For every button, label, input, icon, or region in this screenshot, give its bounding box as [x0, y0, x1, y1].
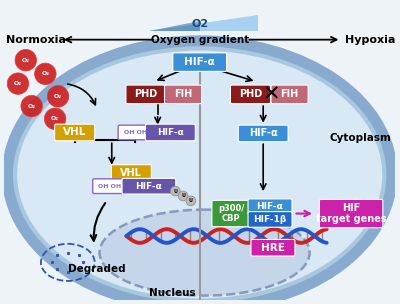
Text: Normoxia: Normoxia — [6, 35, 66, 45]
Text: HIF-α: HIF-α — [157, 128, 184, 137]
Circle shape — [170, 186, 180, 196]
FancyBboxPatch shape — [146, 124, 195, 141]
Text: O₂: O₂ — [54, 94, 62, 99]
Text: U: U — [173, 188, 177, 194]
Circle shape — [178, 191, 188, 201]
Text: Degraded: Degraded — [68, 264, 126, 274]
Ellipse shape — [100, 210, 310, 295]
FancyBboxPatch shape — [251, 240, 295, 256]
FancyBboxPatch shape — [122, 178, 176, 194]
FancyBboxPatch shape — [173, 53, 226, 71]
Text: Nucleus: Nucleus — [149, 288, 196, 298]
Text: FIH: FIH — [174, 89, 192, 99]
Text: HIF-α: HIF-α — [136, 182, 162, 191]
FancyBboxPatch shape — [271, 85, 308, 104]
FancyBboxPatch shape — [55, 124, 95, 141]
Polygon shape — [149, 21, 200, 31]
Text: O2: O2 — [191, 19, 208, 29]
Ellipse shape — [15, 48, 384, 300]
Circle shape — [47, 85, 69, 107]
Text: Oxygen gradient: Oxygen gradient — [150, 35, 249, 45]
Text: O₂: O₂ — [41, 71, 49, 76]
Text: VHL: VHL — [63, 127, 86, 137]
Text: U: U — [181, 193, 185, 199]
Text: O₂: O₂ — [14, 81, 22, 86]
Text: O₂: O₂ — [22, 58, 30, 63]
FancyBboxPatch shape — [248, 212, 292, 227]
Text: PHD: PHD — [239, 89, 262, 99]
FancyBboxPatch shape — [319, 199, 383, 228]
Circle shape — [21, 95, 42, 117]
Text: OH OH: OH OH — [124, 130, 147, 135]
Text: HIF
target genes: HIF target genes — [316, 203, 386, 224]
Text: HIF-α: HIF-α — [184, 57, 215, 67]
Text: Hypoxia: Hypoxia — [346, 35, 396, 45]
Text: U: U — [189, 198, 193, 203]
FancyBboxPatch shape — [126, 85, 166, 104]
Text: HIF-α: HIF-α — [249, 128, 278, 138]
Text: FIH: FIH — [280, 89, 299, 99]
FancyBboxPatch shape — [111, 165, 151, 180]
FancyBboxPatch shape — [248, 199, 292, 215]
FancyBboxPatch shape — [93, 179, 127, 194]
Polygon shape — [149, 15, 258, 31]
Circle shape — [15, 50, 36, 71]
FancyBboxPatch shape — [230, 85, 270, 104]
Text: OH OH: OH OH — [98, 184, 121, 189]
Text: HIF-α: HIF-α — [256, 202, 284, 211]
Text: p300/
CBP: p300/ CBP — [218, 204, 244, 223]
Circle shape — [7, 73, 29, 94]
Text: VHL: VHL — [120, 168, 142, 178]
Text: ✕: ✕ — [262, 85, 280, 104]
Text: O₂: O₂ — [51, 116, 59, 121]
Text: HRE: HRE — [261, 243, 285, 253]
FancyBboxPatch shape — [118, 125, 152, 140]
FancyBboxPatch shape — [164, 85, 202, 104]
Text: HIF-1β: HIF-1β — [253, 215, 287, 224]
FancyBboxPatch shape — [212, 200, 250, 227]
Text: O₂: O₂ — [28, 104, 36, 109]
FancyBboxPatch shape — [238, 125, 288, 142]
Circle shape — [34, 63, 56, 85]
Circle shape — [44, 108, 66, 130]
Text: PHD: PHD — [134, 89, 158, 99]
Circle shape — [186, 196, 196, 206]
Text: Cytoplasm: Cytoplasm — [330, 133, 392, 143]
